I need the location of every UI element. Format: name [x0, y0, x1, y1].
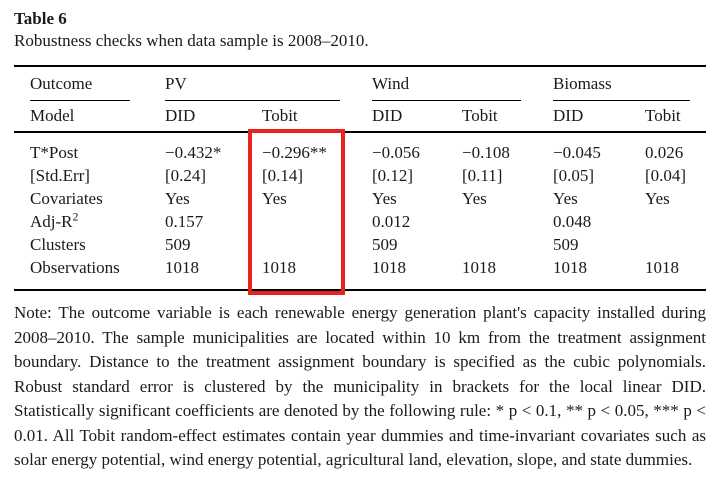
table-number-label: Table 6	[14, 9, 67, 28]
table-cell: 1018	[462, 258, 497, 277]
table-caption: Robustness checks when data sample is 20…	[14, 31, 369, 50]
group-header-pv: PV	[165, 66, 372, 101]
table-cell: 0.026	[645, 143, 684, 162]
table-row-tpost: T*Post −0.432* −0.296** −0.056 −0.108 −0…	[14, 132, 706, 164]
table-cell: [0.24]	[165, 166, 207, 185]
row-label: Observations	[30, 258, 120, 277]
table-cell: 1018	[262, 258, 296, 277]
table-cell	[645, 233, 706, 256]
table-cell: Yes	[462, 189, 487, 208]
row-label: Clusters	[30, 235, 86, 254]
table-cell: −0.432*	[165, 143, 222, 162]
table-cell	[262, 210, 372, 233]
table-cell: Yes	[372, 189, 397, 208]
outcome-header-cell: Outcome	[14, 66, 165, 101]
table-cell: [0.05]	[553, 166, 595, 185]
row-label: T*Post	[30, 143, 79, 162]
table-cell: Yes	[553, 189, 578, 208]
model-col-biomass-did: DID	[553, 101, 646, 133]
table-cell: Yes	[165, 189, 190, 208]
table-note: Note: The outcome variable is each renew…	[14, 303, 706, 469]
table-cell: 509	[372, 235, 398, 254]
table-cell: 509	[165, 235, 191, 254]
model-col-pv-did: DID	[165, 101, 262, 133]
table-cell: 1018	[165, 258, 199, 277]
table-cell: 0.048	[553, 212, 592, 231]
table-cell: −0.296**	[262, 143, 327, 162]
table-cell: 0.157	[165, 212, 204, 231]
table-cell	[645, 210, 706, 233]
table-row-observations: Observations 1018 1018 1018 1018 1018 10…	[14, 256, 706, 290]
row-label: [Std.Err]	[30, 166, 90, 185]
model-col-wind-tobit: Tobit	[462, 101, 554, 133]
table-cell: 1018	[372, 258, 407, 277]
table-cell	[462, 210, 553, 233]
table-cell: [0.04]	[645, 166, 687, 185]
row-label: Adj-R2	[30, 209, 79, 231]
table-cell: Yes	[262, 189, 287, 208]
table-cell	[262, 233, 372, 256]
table-row-covariates: Covariates Yes Yes Yes Yes Yes Yes	[14, 187, 706, 210]
table-cell: 509	[553, 235, 579, 254]
model-header-cell: Model	[14, 101, 165, 133]
group-label-pv: PV	[165, 73, 341, 101]
table-cell: Yes	[645, 189, 670, 208]
table-cell: −0.056	[372, 143, 420, 162]
table-row-stderr: [Std.Err] [0.24] [0.14] [0.12] [0.11] [0…	[14, 164, 706, 187]
row-label: Covariates	[30, 189, 103, 208]
group-header-biomass: Biomass	[553, 66, 706, 101]
table-row-adjr2: Adj-R2 0.157 0.012 0.048	[14, 210, 706, 233]
outcome-label: Outcome	[30, 73, 130, 101]
outcome-header-row: Outcome PV Wind Biomass	[14, 66, 706, 101]
table-cell: [0.14]	[262, 166, 304, 185]
model-col-pv-tobit: Tobit	[262, 101, 373, 133]
model-col-wind-did: DID	[372, 101, 463, 133]
table-cell: −0.045	[553, 143, 601, 162]
table-cell: 0.012	[372, 212, 411, 231]
group-header-wind: Wind	[372, 66, 553, 101]
table-cell: [0.12]	[372, 166, 414, 185]
group-label-biomass: Biomass	[553, 73, 691, 101]
table-row-clusters: Clusters 509 509 509	[14, 233, 706, 256]
results-table: Outcome PV Wind Biomass Model DID Tobit …	[14, 65, 707, 291]
table-cell: −0.108	[462, 143, 510, 162]
table-cell: 1018	[553, 258, 588, 277]
group-label-wind: Wind	[372, 73, 522, 101]
model-header-row: Model DID Tobit DID Tobit DID Tobit	[14, 101, 707, 133]
table-cell	[462, 233, 553, 256]
model-col-biomass-tobit: Tobit	[645, 101, 707, 133]
table-cell: [0.11]	[462, 166, 503, 185]
table-cell: 1018	[645, 258, 680, 277]
